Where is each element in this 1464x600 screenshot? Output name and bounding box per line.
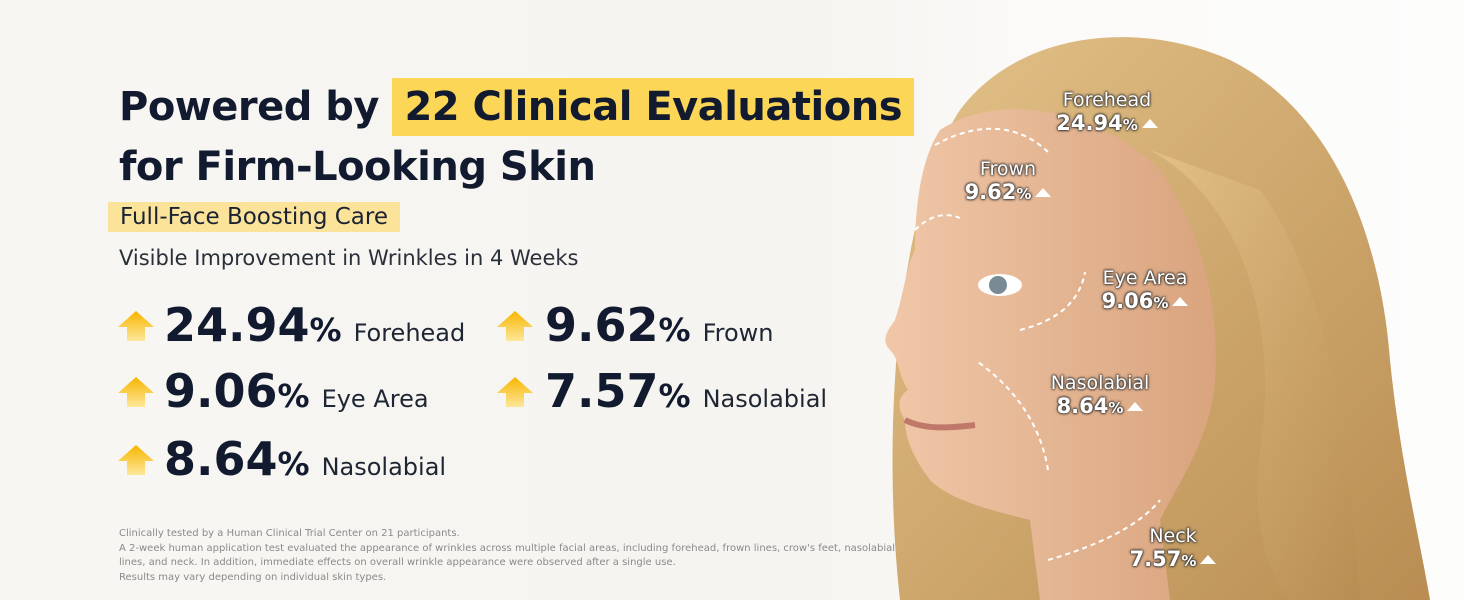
face-label-value: 24.94%	[1037, 111, 1177, 135]
face-label-name: Frown	[979, 158, 1037, 180]
up-arrow	[1141, 119, 1158, 128]
stat-value: 9.06	[164, 364, 278, 418]
face-label-name: Nasolabial	[1050, 372, 1150, 394]
stat: 8.64% Nasolabial	[164, 432, 446, 486]
footnote: Clinically tested by a Human Clinical Tr…	[119, 527, 895, 585]
stat-unit: %	[658, 311, 691, 349]
footnote-line: Results may vary depending on individual…	[119, 571, 387, 583]
face-unit: %	[1181, 552, 1197, 570]
stat-label: Forehead	[353, 319, 466, 347]
stat: 24.94% Forehead	[164, 298, 465, 352]
stat-arrows	[118, 311, 533, 475]
footnote-line: Clinically tested by a Human Clinical Tr…	[119, 528, 460, 539]
badge: Full-Face Boosting Care	[108, 202, 401, 232]
iris	[989, 276, 1007, 294]
face-label: Frown 9.62%	[938, 158, 1078, 204]
face	[885, 109, 1216, 600]
stat: 7.57% Nasolabial	[545, 364, 827, 418]
title-prefix: Powered by	[119, 84, 380, 130]
stat-label: Nasolabial	[321, 453, 447, 481]
face-value: 9.62	[964, 180, 1017, 204]
stat-value: 24.94	[164, 298, 310, 352]
stat: 9.06% Eye Area	[164, 364, 429, 418]
face-label-value: 9.06%	[1075, 289, 1215, 313]
title-highlight: 22 Clinical Evaluations	[392, 78, 914, 136]
face-value: 9.06	[1101, 289, 1154, 313]
stat-value: 8.64	[164, 432, 278, 486]
stat-unit: %	[277, 445, 310, 483]
stat-label: Eye Area	[321, 385, 429, 413]
stat-unit: %	[658, 377, 691, 415]
subtitle: Visible Improvement in Wrinkles in 4 Wee…	[119, 246, 579, 270]
lips	[903, 417, 976, 431]
face-unit: %	[1153, 294, 1169, 312]
face-value: 7.57	[1129, 547, 1182, 571]
footnote-line: lines, and neck. In addition, immediate …	[119, 557, 676, 568]
face-unit: %	[1108, 399, 1124, 417]
face-label-value: 7.57%	[1103, 547, 1243, 571]
up-arrow	[1200, 555, 1217, 564]
stat-unit: %	[309, 311, 342, 349]
face-value: 24.94	[1056, 111, 1123, 135]
face-label-name: Eye Area	[1102, 267, 1188, 289]
stat-unit: %	[277, 377, 310, 415]
title-line-2: for Firm-Looking Skin	[119, 144, 596, 190]
face-label-name: Neck	[1149, 525, 1197, 547]
stat-label: Nasolabial	[702, 385, 828, 413]
footnote-line: A 2-week human application test evaluate…	[119, 542, 896, 554]
dashed-arrows	[914, 127, 1161, 561]
hair-back	[1150, 150, 1360, 600]
stat: 9.62% Frown	[545, 298, 773, 352]
up-arrow	[1035, 188, 1052, 197]
title-line-1: Powered by 22 Clinical Evaluations	[119, 78, 914, 136]
stat-label: Frown	[702, 319, 774, 347]
stat-value: 7.57	[545, 364, 659, 418]
face-value: 8.64	[1056, 394, 1109, 418]
face-label: Forehead 24.94%	[1037, 89, 1177, 135]
face-unit: %	[1016, 185, 1032, 203]
face-label: Eye Area 9.06%	[1075, 267, 1215, 313]
face-label-value: 8.64%	[1030, 394, 1170, 418]
face-label: Nasolabial 8.64%	[1030, 372, 1170, 418]
face-label: Neck 7.57%	[1103, 525, 1243, 571]
up-arrow	[1127, 402, 1144, 411]
face-label-name: Forehead	[1062, 89, 1152, 111]
face-label-value: 9.62%	[938, 180, 1078, 204]
face-unit: %	[1122, 116, 1138, 134]
up-arrow	[1172, 297, 1189, 306]
stat-value: 9.62	[545, 298, 659, 352]
